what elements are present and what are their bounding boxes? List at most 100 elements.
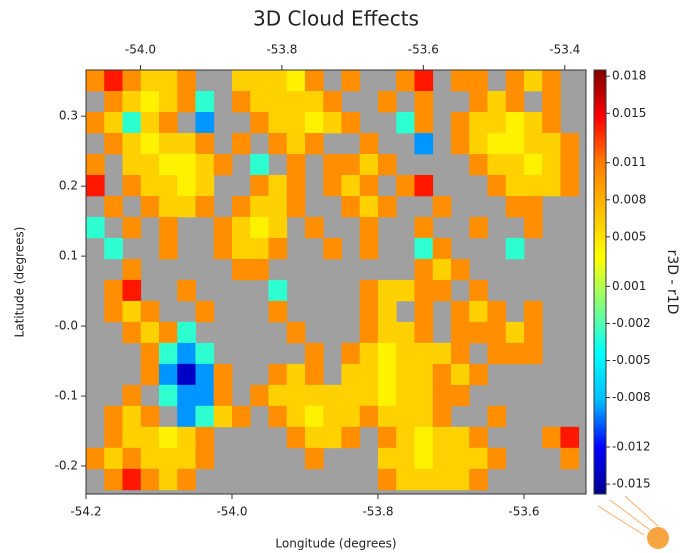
heatmap-cell bbox=[396, 111, 415, 134]
heatmap-cell bbox=[523, 153, 543, 176]
heatmap-cell bbox=[359, 363, 379, 386]
heatmap-cell bbox=[523, 111, 543, 134]
heatmap-cell bbox=[560, 174, 580, 197]
heatmap-cell bbox=[396, 426, 415, 449]
heatmap-cell bbox=[213, 384, 233, 407]
heatmap-cell bbox=[560, 132, 580, 155]
heatmap-cell bbox=[268, 132, 288, 155]
heatmap-cell bbox=[250, 111, 269, 134]
heatmap-cell bbox=[341, 363, 361, 386]
heatmap-cell bbox=[487, 153, 507, 176]
colorbar bbox=[593, 69, 607, 495]
heatmap-cell bbox=[487, 132, 507, 155]
heatmap-cell bbox=[122, 132, 142, 155]
heatmap-cell bbox=[268, 174, 288, 197]
heatmap-cell bbox=[414, 384, 434, 407]
colorbar-tick-label: 0.018 bbox=[612, 69, 646, 83]
heatmap-cell bbox=[195, 363, 215, 386]
heatmap-cell bbox=[469, 300, 488, 323]
heatmap-cell bbox=[304, 447, 324, 470]
heatmap-cell bbox=[323, 384, 342, 407]
heatmap-cell bbox=[104, 468, 123, 491]
heatmap-cell bbox=[505, 237, 525, 260]
heatmap-cell bbox=[341, 153, 361, 176]
heatmap-cell bbox=[177, 132, 196, 155]
heatmap-cell bbox=[158, 111, 178, 134]
heatmap-cell bbox=[487, 90, 507, 113]
heatmap-cell bbox=[213, 363, 233, 386]
heatmap-cell bbox=[450, 363, 470, 386]
heatmap-cell bbox=[213, 216, 233, 239]
x-tick-label: -53.6 bbox=[508, 505, 539, 519]
heatmap-cell bbox=[542, 132, 561, 155]
heatmap-cell bbox=[450, 321, 470, 344]
heatmap-cell bbox=[158, 447, 178, 470]
colorbar-tick-label: -0.015 bbox=[612, 477, 651, 491]
heatmap-cell bbox=[177, 153, 196, 176]
heatmap-cell bbox=[560, 447, 580, 470]
heatmap-cell bbox=[231, 132, 251, 155]
heatmap-cell bbox=[250, 153, 269, 176]
heatmap-cell bbox=[469, 216, 488, 239]
heatmap-cell bbox=[268, 195, 288, 218]
heatmap-cell bbox=[432, 447, 452, 470]
heatmap-cell bbox=[86, 70, 105, 92]
heatmap-cell bbox=[195, 426, 215, 449]
heatmap-cell bbox=[359, 237, 379, 260]
heatmap-cell bbox=[104, 447, 123, 470]
heatmap-cell bbox=[195, 300, 215, 323]
heatmap-cell bbox=[268, 111, 288, 134]
heatmap-cell bbox=[414, 300, 434, 323]
heatmap-cell bbox=[359, 153, 379, 176]
chart-title: 3D Cloud Effects bbox=[253, 7, 419, 31]
heatmap-cell bbox=[86, 111, 105, 134]
heatmap-cell bbox=[122, 216, 142, 239]
colorbar-tick-label: 0.011 bbox=[612, 155, 646, 169]
heatmap-cell bbox=[304, 111, 324, 134]
heatmap-cell bbox=[158, 70, 178, 92]
heatmap-cell bbox=[304, 342, 324, 365]
heatmap-cell bbox=[268, 237, 288, 260]
heatmap-cell bbox=[359, 405, 379, 428]
heatmap-cell bbox=[140, 321, 160, 344]
heatmap-cell bbox=[231, 195, 251, 218]
heatmap-cell bbox=[304, 384, 324, 407]
y-axis-label: Latitude (degrees) bbox=[13, 227, 27, 338]
heatmap-cell bbox=[177, 342, 196, 365]
heatmap-cell bbox=[359, 321, 379, 344]
heatmap-cell bbox=[432, 258, 452, 281]
heatmap-cell bbox=[231, 90, 251, 113]
heatmap-cell bbox=[104, 279, 123, 302]
heatmap-cell bbox=[140, 153, 160, 176]
heatmap-cell bbox=[487, 447, 507, 470]
heatmap-cell bbox=[268, 70, 288, 92]
heatmap-cell bbox=[341, 342, 361, 365]
heatmap-cell bbox=[450, 342, 470, 365]
heatmap-cell bbox=[286, 405, 306, 428]
heatmap-cell bbox=[140, 300, 160, 323]
heatmap-cell bbox=[396, 363, 415, 386]
heatmap-cell bbox=[450, 258, 470, 281]
colorbar-tick-label: 0.015 bbox=[612, 106, 646, 120]
heatmap-cell bbox=[505, 70, 525, 92]
heatmap-cell bbox=[560, 153, 580, 176]
heatmap-cell bbox=[469, 426, 488, 449]
colorbar-tick-label: -0.005 bbox=[612, 353, 651, 367]
heatmap-cell bbox=[469, 90, 488, 113]
heatmap-cell bbox=[505, 321, 525, 344]
heatmap-cell bbox=[195, 447, 215, 470]
colorbar-tick-label: 0.001 bbox=[612, 279, 646, 293]
heatmap-cell bbox=[414, 132, 434, 155]
sun-icon bbox=[597, 495, 669, 549]
heatmap-cell bbox=[542, 111, 561, 134]
heatmap-cell bbox=[341, 195, 361, 218]
heatmap-cell bbox=[323, 111, 342, 134]
heatmap-cell bbox=[177, 426, 196, 449]
heatmap-cell bbox=[450, 384, 470, 407]
heatmap-cell bbox=[177, 195, 196, 218]
heatmap-cell bbox=[104, 132, 123, 155]
heatmap-cell bbox=[268, 90, 288, 113]
heatmap-cell bbox=[341, 405, 361, 428]
heatmap-cell bbox=[104, 426, 123, 449]
